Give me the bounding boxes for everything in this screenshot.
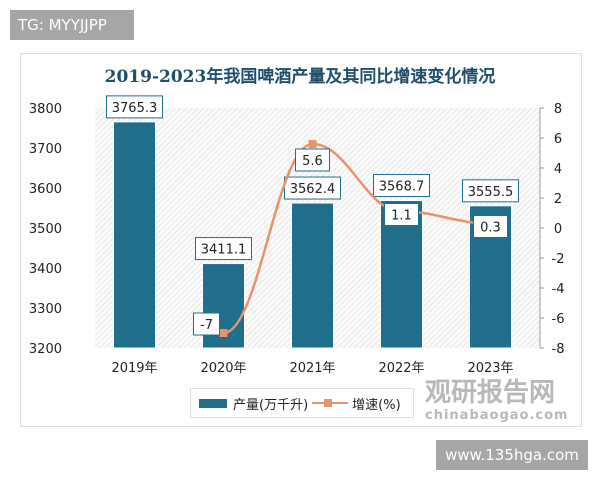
growth-point	[308, 140, 317, 148]
legend-bar-label: 产量(万千升)	[233, 397, 309, 413]
x-tick-label: 2019年	[111, 361, 157, 376]
legend-bar-swatch	[199, 398, 227, 408]
line-data-label: 5.6	[302, 154, 323, 169]
right-tick-label: -4	[552, 282, 565, 297]
chart-title: 2019-2023年我国啤酒产量及其同比增速变化情况	[104, 67, 496, 87]
right-tick-label: 6	[554, 132, 562, 147]
left-tick-label: 3600	[29, 182, 62, 197]
bar	[291, 202, 334, 349]
line-data-label: 0.3	[480, 221, 501, 236]
x-tick-label: 2020年	[200, 361, 246, 376]
legend-line-label: 增速(%)	[352, 397, 401, 413]
x-tick-label: 2023年	[467, 361, 513, 376]
x-tick-label: 2021年	[289, 361, 335, 376]
left-tick-label: 3700	[29, 142, 62, 157]
left-tick-label: 3500	[29, 222, 62, 237]
x-tick-label: 2022年	[378, 361, 424, 376]
bar-data-label: 3555.5	[468, 185, 514, 200]
right-tick-label: 8	[554, 102, 562, 117]
line-data-label: -7	[200, 318, 213, 333]
bar-label-box	[106, 95, 163, 119]
bar	[113, 121, 156, 349]
bar-data-label: 3562.4	[290, 182, 336, 197]
line-label-box	[295, 148, 330, 172]
tag-label: TG: MYYJJPP	[10, 10, 134, 40]
bar-data-label: 3765.3	[112, 101, 158, 116]
watermark-en: chinabaogao.com	[425, 408, 569, 423]
website-label: www.135hga.com	[436, 440, 588, 470]
right-tick-label: 4	[554, 162, 562, 177]
bar-label-box	[462, 179, 519, 203]
line-label-box	[473, 215, 508, 238]
left-tick-label: 3300	[29, 302, 62, 317]
left-tick-label: 3800	[29, 102, 62, 117]
right-tick-label: 2	[554, 192, 562, 207]
line-label-box	[384, 203, 419, 226]
bar-data-label: 3411.1	[201, 243, 247, 258]
legend: 产量(万千升) 增速(%)	[190, 388, 414, 418]
right-tick-label: 0	[554, 222, 562, 237]
left-tick-label: 3400	[29, 262, 62, 277]
line-label-box	[193, 312, 220, 336]
growth-line	[223, 142, 491, 335]
line-data-label: 1.1	[391, 209, 412, 224]
right-tick-label: -8	[552, 342, 565, 357]
chart-card	[20, 53, 582, 427]
legend-line-swatch	[312, 399, 349, 407]
bar-data-label: 3568.7	[379, 180, 425, 195]
bar-label-box	[373, 174, 430, 198]
right-tick-label: -6	[552, 312, 565, 327]
watermark-cn: 观研报告网	[425, 378, 556, 408]
bar-label-box	[195, 237, 252, 261]
growth-point	[219, 329, 228, 337]
left-tick-label: 3200	[29, 342, 62, 357]
right-tick-label: -2	[552, 252, 565, 267]
